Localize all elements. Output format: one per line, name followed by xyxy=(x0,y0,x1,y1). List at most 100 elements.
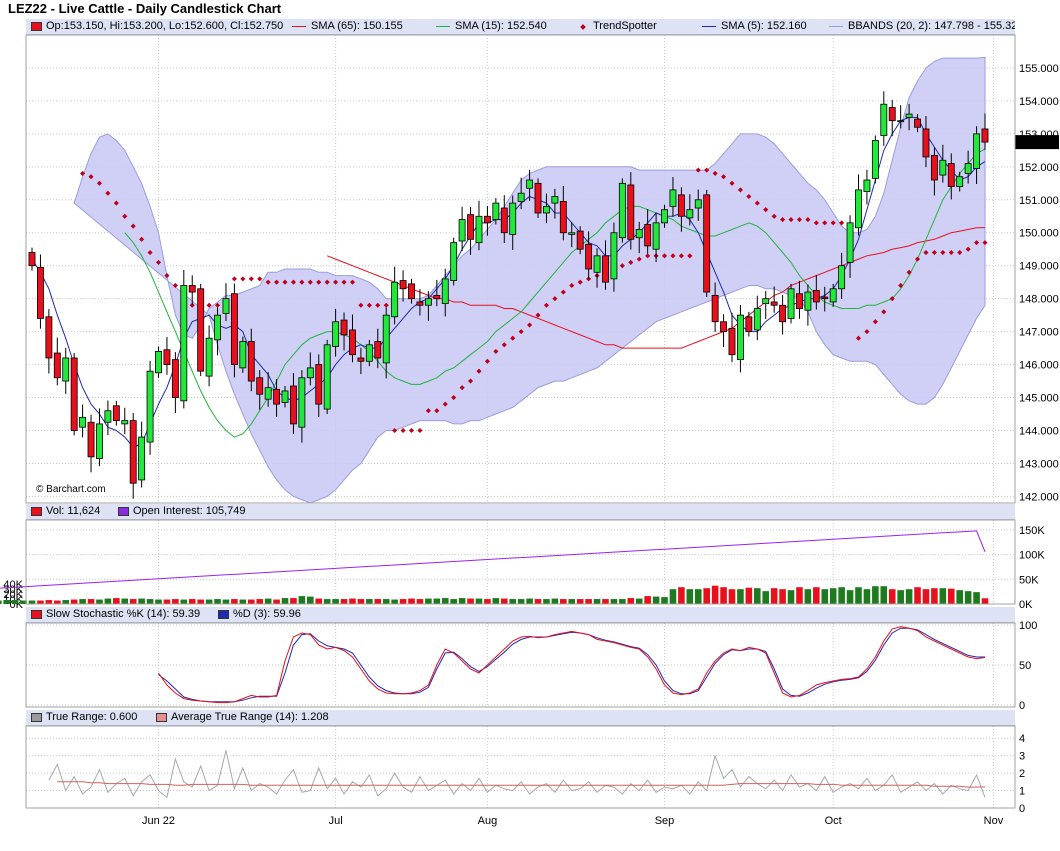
volume-bar xyxy=(872,586,879,604)
trendspotter-dot xyxy=(265,279,271,285)
price-legend: Op:153.150, Hi:153.200, Lo:152.600, Cl:1… xyxy=(26,19,1015,35)
volume-bar xyxy=(635,598,643,604)
price-y-tick-label: 145.000 xyxy=(1019,393,1059,405)
candle-body xyxy=(129,420,137,484)
trendspotter-dot xyxy=(535,312,541,318)
trendspotter-dot xyxy=(231,276,237,282)
atr-legend-text: Average True Range (14): 1.208 xyxy=(171,711,329,723)
candle-body xyxy=(981,128,989,143)
volume-bar xyxy=(703,588,710,604)
trendspotter-dot xyxy=(855,335,862,341)
stoch-legend-text: %D (3): 59.96 xyxy=(233,608,301,620)
candle-body xyxy=(374,341,382,359)
volume-bar xyxy=(956,590,963,604)
candle-body xyxy=(804,291,812,311)
candle-body xyxy=(424,298,432,306)
sma5-line xyxy=(31,116,986,448)
trendspotter-dot xyxy=(737,187,743,193)
candle-body xyxy=(332,321,340,347)
trendspotter-dot xyxy=(257,276,263,282)
volume-bar xyxy=(37,600,44,604)
candle-body xyxy=(222,298,230,314)
candle-body xyxy=(399,280,407,290)
candle-body xyxy=(897,120,905,123)
candle-body xyxy=(644,224,652,247)
trendspotter-dot xyxy=(282,279,288,285)
candle-body xyxy=(180,285,188,402)
price-legend-item: SMA (65): 150.155 xyxy=(292,19,403,34)
volume-legend-swatch xyxy=(31,507,42,516)
volume-bar xyxy=(905,589,913,604)
panel-frame-atr xyxy=(25,725,1016,809)
trendspotter-dot xyxy=(484,358,490,364)
volume-bar xyxy=(205,599,213,604)
candle-body xyxy=(121,420,129,425)
price-legend-text: SMA (65): 150.155 xyxy=(311,20,403,32)
volume-bar xyxy=(737,589,744,604)
volume-bar xyxy=(500,598,508,604)
price-legend-item: Op:153.150, Hi:153.200, Lo:152.600, Cl:1… xyxy=(31,19,283,34)
candle-body xyxy=(365,344,373,362)
stochastic-tick-label: 0 xyxy=(1019,700,1025,712)
trendspotter-dot xyxy=(105,190,111,196)
candle-body xyxy=(947,163,955,188)
volume-bar xyxy=(804,589,812,604)
volume-bar xyxy=(517,599,525,604)
volume-bar xyxy=(357,599,365,604)
atr-tick-label: 1 xyxy=(1019,786,1025,798)
volume-bar xyxy=(821,589,829,604)
price-y-tick-label: 150.000 xyxy=(1019,228,1059,240)
volume-bar xyxy=(475,598,483,604)
volume-left-tick-label: 20K xyxy=(3,589,23,601)
volume-left-tick-label: 40K xyxy=(3,579,23,591)
volume-bar xyxy=(560,599,567,604)
volume-bar xyxy=(728,589,736,604)
atr-legend-swatch xyxy=(31,713,42,722)
trendspotter-dot xyxy=(468,378,474,384)
candle-body xyxy=(138,436,146,481)
price-legend-swatch xyxy=(702,26,716,27)
stochastic-tick-label: 50 xyxy=(1019,660,1031,672)
price-legend-text: BBANDS (20, 2): 147.798 - 155.324 xyxy=(848,20,1015,32)
volume-bar xyxy=(509,599,517,604)
volume-bar xyxy=(247,599,255,604)
candle-body xyxy=(762,298,770,305)
trendspotter-dot xyxy=(88,174,94,180)
candle-body xyxy=(450,242,458,281)
volume-bar xyxy=(652,596,660,604)
candle-body xyxy=(787,288,795,319)
candle-body xyxy=(45,316,53,359)
volume-bar xyxy=(458,598,466,604)
volume-legend-item: Open Interest: 105,749 xyxy=(118,504,246,519)
volume-right-tick-label: 0K xyxy=(1019,599,1033,611)
trendspotter-dot xyxy=(383,302,389,308)
volume-bar xyxy=(922,589,930,604)
volume-bar xyxy=(264,598,272,604)
atr-tick-label: 0 xyxy=(1019,803,1025,815)
candle-body xyxy=(273,388,281,405)
candle-body xyxy=(36,266,44,319)
candle-body xyxy=(888,107,896,122)
trendspotter-dot xyxy=(476,368,482,374)
volume-bar xyxy=(610,599,618,604)
volume-bar xyxy=(54,600,61,604)
trendspotter-dot xyxy=(358,302,364,308)
atr-legend-item: True Range: 0.600 xyxy=(31,710,137,725)
volume-bar xyxy=(745,587,753,604)
price-y-tick-label: 151.000 xyxy=(1019,195,1059,207)
candle-body xyxy=(96,423,103,459)
candle-body xyxy=(770,301,778,306)
x-tick-label: Oct xyxy=(825,815,842,827)
candle-body xyxy=(62,357,70,382)
candle-body xyxy=(256,377,264,395)
candle-body xyxy=(880,103,888,136)
volume-bar xyxy=(813,587,820,604)
trendspotter-dot xyxy=(645,253,651,259)
price-y-tick-label: 154.000 xyxy=(1019,96,1059,108)
trendspotter-dot xyxy=(796,217,803,223)
candle-body xyxy=(315,364,323,405)
candle-body xyxy=(526,179,534,189)
volume-bar xyxy=(754,588,761,604)
volume-bar xyxy=(349,598,356,604)
candle-body xyxy=(87,421,95,458)
